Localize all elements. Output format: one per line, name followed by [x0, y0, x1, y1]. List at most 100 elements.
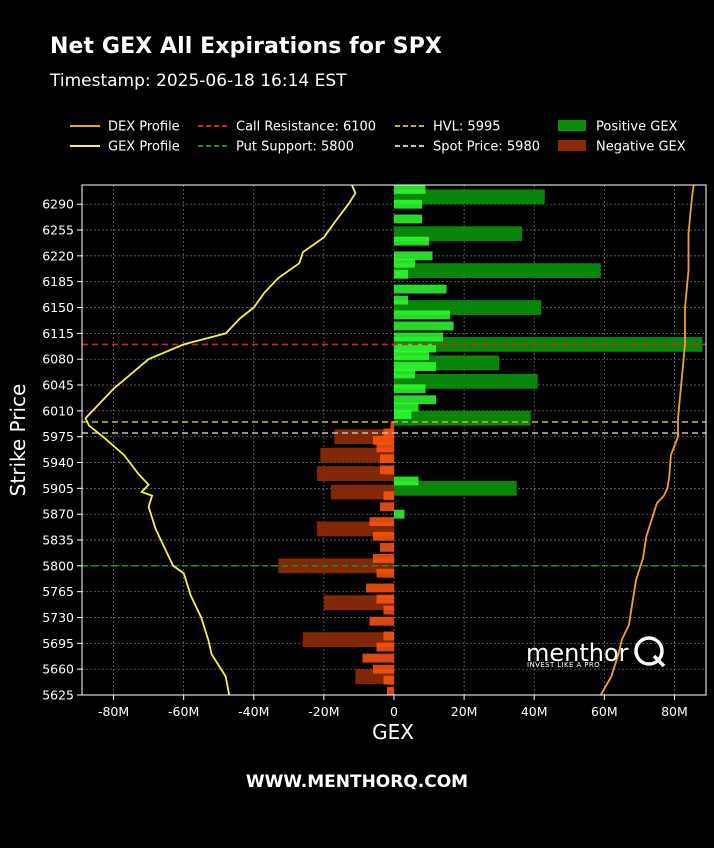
y-tick-label: 6255 [42, 223, 74, 238]
x-tick-label: 0 [390, 704, 398, 719]
y-tick-label: 6290 [42, 197, 74, 212]
y-tick-label: 5625 [42, 688, 74, 703]
strike-gex-bar [394, 321, 454, 331]
logo-tagline: INVEST LIKE A PRO [527, 661, 600, 669]
dex-profile-line [600, 185, 695, 695]
strike-gex-bar [394, 295, 409, 305]
legend-item: Put Support: 5800 [198, 140, 354, 155]
strike-gex-bar [394, 402, 419, 412]
logo-q-tail [652, 654, 666, 668]
strike-gex-bar [372, 554, 394, 563]
strike-gex-bar [379, 454, 394, 464]
strike-gex-bar [390, 421, 394, 431]
x-tick-label: 80M [661, 704, 688, 719]
strike-gex-bar [383, 491, 394, 501]
strike-gex-bar [394, 395, 437, 405]
chart-title: Net GEX All Expirations for SPX [50, 34, 442, 59]
x-tick-label: 40M [521, 704, 548, 719]
net-gex-bar [394, 337, 703, 352]
strike-gex-bar [394, 369, 416, 379]
y-tick-label: 5695 [42, 636, 74, 651]
legend-label: GEX Profile [108, 140, 180, 155]
strike-gex-bar [394, 214, 423, 224]
strike-gex-bar [376, 594, 394, 604]
legend-item: HVL: 5995 [395, 120, 501, 135]
strike-gex-bar [394, 236, 430, 246]
legend-item: Spot Price: 5980 [395, 140, 540, 155]
y-tick-label: 6150 [42, 300, 74, 315]
y-tick-label: 6080 [42, 352, 74, 367]
strike-gex-bar [394, 310, 451, 320]
strike-gex-bars [362, 185, 454, 695]
y-tick-label: 5940 [42, 455, 74, 470]
y-tick-label: 6220 [42, 248, 74, 263]
logo-q-icon [634, 636, 664, 666]
strike-gex-bar [365, 583, 394, 593]
net-gex-bar [394, 263, 601, 278]
strike-gex-bar [379, 502, 394, 512]
strike-gex-bar [394, 284, 447, 294]
net-gex-bar [394, 189, 545, 205]
strike-gex-bar [394, 269, 409, 279]
strike-gex-bar [394, 332, 444, 342]
x-tick-label: -20M [308, 704, 339, 719]
strike-gex-bar [376, 642, 394, 652]
profile-lines [84, 185, 695, 695]
strike-gex-bar [376, 568, 394, 578]
y-tick-label: 5905 [42, 481, 74, 496]
legend-label: Put Support: 5800 [236, 140, 354, 155]
y-tick-label: 5975 [42, 429, 74, 444]
legend-item: Positive GEX [558, 120, 678, 135]
legend-item: DEX Profile [70, 120, 180, 135]
strike-gex-bar [369, 517, 394, 526]
x-tick-label: 20M [451, 704, 478, 719]
strike-gex-bar [376, 443, 394, 453]
net-gex-bar [320, 447, 394, 463]
legend-label: HVL: 5995 [433, 120, 501, 135]
strike-gex-bar [386, 686, 394, 695]
strike-gex-bar [383, 631, 394, 641]
x-tick-label: 60M [591, 704, 618, 719]
y-tick-label: 5870 [42, 507, 74, 522]
net-gex-bar [394, 373, 538, 389]
strike-gex-bar [383, 675, 394, 685]
strike-gex-bar [394, 476, 419, 486]
legend-item: Negative GEX [558, 140, 686, 155]
strike-gex-bar [394, 258, 416, 268]
strike-gex-bar [362, 653, 394, 663]
y-tick-label: 5800 [42, 558, 74, 573]
strike-gex-bar [379, 542, 394, 552]
y-tick-label: 5730 [42, 610, 74, 625]
x-tick-label: -80M [98, 704, 129, 719]
y-tick-label: 5765 [42, 584, 74, 599]
strike-gex-bar [394, 351, 430, 360]
strike-gex-bar [372, 435, 394, 445]
strike-gex-bar [394, 199, 423, 209]
strike-gex-bar [394, 509, 405, 519]
net-gex-bar [394, 480, 517, 496]
chart-subtitle: Timestamp: 2025-06-18 16:14 EST [50, 71, 347, 91]
y-tick-label: 6010 [42, 403, 74, 418]
x-tick-label: -60M [168, 704, 199, 719]
footer-url: WWW.MENTHORQ.COM [245, 772, 469, 792]
logo-wordmark: menthor [526, 639, 629, 667]
strike-gex-bar [394, 384, 426, 394]
legend-label: Positive GEX [596, 120, 678, 135]
legend-item: Call Resistance: 6100 [198, 120, 376, 135]
strike-gex-bar [372, 531, 394, 541]
strike-gex-bar [394, 251, 433, 261]
strike-gex-bar [383, 605, 394, 615]
y-tick-label: 6115 [42, 326, 74, 341]
legend-label: Negative GEX [596, 140, 686, 155]
x-axis-label: GEX [372, 720, 414, 744]
y-axis-ticks: 5625 5660 5695 5730 5765 5800 5835 5870 5905 5940… [42, 197, 82, 703]
strike-gex-bar [383, 428, 394, 438]
y-tick-label: 5835 [42, 533, 74, 548]
strike-gex-bar [394, 410, 412, 419]
strike-gex-bar [394, 362, 437, 371]
legend-label: DEX Profile [108, 120, 180, 135]
legend-swatch [558, 140, 586, 151]
gex-profile-line [84, 185, 357, 695]
y-tick-label: 5660 [42, 662, 74, 677]
strike-gex-bar [369, 616, 394, 626]
